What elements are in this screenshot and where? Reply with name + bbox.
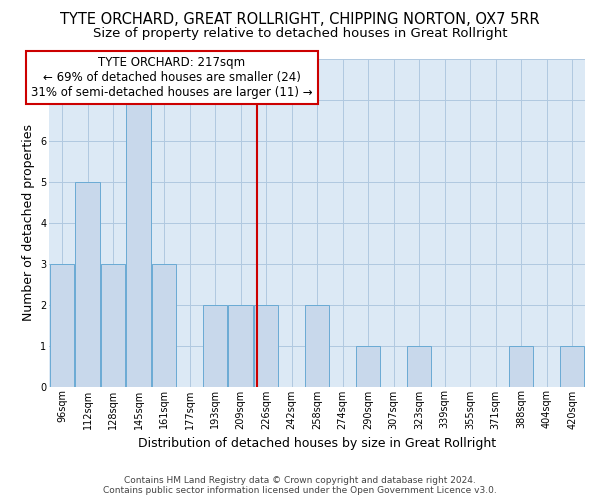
Bar bbox=[203, 304, 227, 386]
Bar bbox=[127, 100, 151, 386]
Bar bbox=[560, 346, 584, 387]
Bar bbox=[101, 264, 125, 386]
Bar bbox=[50, 264, 74, 386]
Text: TYTE ORCHARD, GREAT ROLLRIGHT, CHIPPING NORTON, OX7 5RR: TYTE ORCHARD, GREAT ROLLRIGHT, CHIPPING … bbox=[60, 12, 540, 28]
Y-axis label: Number of detached properties: Number of detached properties bbox=[22, 124, 35, 322]
Bar bbox=[229, 304, 253, 386]
X-axis label: Distribution of detached houses by size in Great Rollright: Distribution of detached houses by size … bbox=[138, 437, 496, 450]
Text: Contains HM Land Registry data © Crown copyright and database right 2024.
Contai: Contains HM Land Registry data © Crown c… bbox=[103, 476, 497, 495]
Bar bbox=[305, 304, 329, 386]
Bar bbox=[76, 182, 100, 386]
Bar bbox=[356, 346, 380, 387]
Bar bbox=[254, 304, 278, 386]
Text: TYTE ORCHARD: 217sqm
← 69% of detached houses are smaller (24)
31% of semi-detac: TYTE ORCHARD: 217sqm ← 69% of detached h… bbox=[31, 56, 313, 99]
Bar bbox=[152, 264, 176, 386]
Bar bbox=[509, 346, 533, 387]
Bar bbox=[407, 346, 431, 387]
Text: Size of property relative to detached houses in Great Rollright: Size of property relative to detached ho… bbox=[93, 28, 507, 40]
